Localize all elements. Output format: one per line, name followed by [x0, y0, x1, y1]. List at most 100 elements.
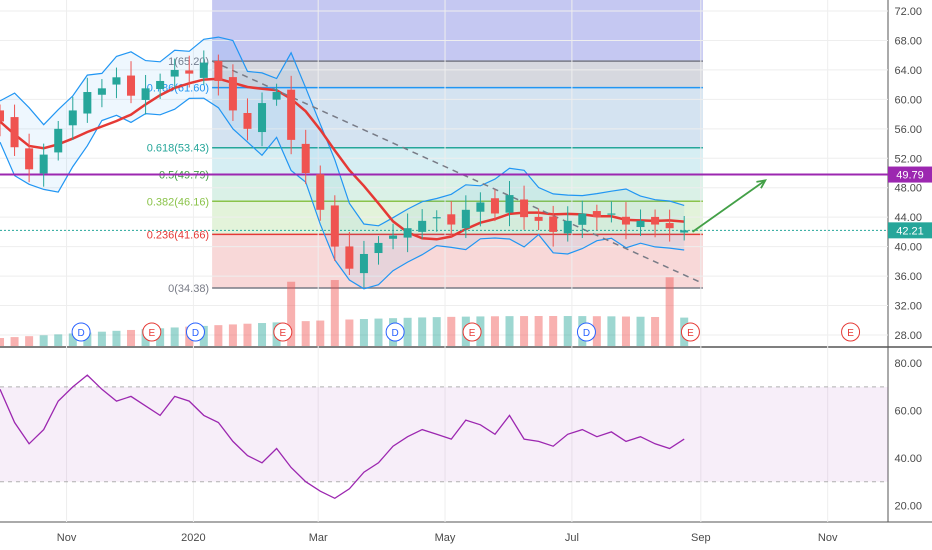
price-tick-label: 72.00 — [894, 6, 922, 18]
volume-bar — [374, 318, 383, 346]
event-marker-label: E — [148, 328, 155, 339]
rsi-pane — [0, 374, 888, 500]
candle-body — [39, 154, 48, 174]
volume-bar — [534, 316, 543, 346]
bollinger-fill — [0, 37, 685, 289]
volume-bar — [127, 329, 136, 346]
volume-bar — [665, 277, 674, 346]
candle-body — [316, 174, 325, 210]
volume-bar — [10, 337, 19, 346]
price-badge — [888, 166, 932, 183]
volume-bar — [258, 323, 267, 346]
event-marker-label: E — [687, 328, 694, 339]
bollinger-upper — [0, 36, 685, 227]
volume-bar — [214, 325, 223, 346]
volume-bar — [563, 316, 572, 346]
volume-bar — [607, 316, 616, 346]
candle-body — [301, 143, 310, 173]
event-marker-label: E — [847, 328, 854, 339]
candle-body — [0, 110, 5, 122]
event-marker-circle — [71, 322, 91, 342]
candle-body — [228, 77, 237, 111]
time-tick-label: Nov — [818, 532, 838, 544]
candle-body — [287, 89, 296, 140]
bollinger-bands — [0, 36, 685, 290]
gridlines — [0, 0, 888, 522]
candle-body — [170, 69, 179, 77]
candle-body — [141, 88, 150, 100]
candle-body — [112, 77, 121, 85]
volume-bar — [636, 316, 645, 346]
candle-body — [330, 205, 339, 247]
candle-body — [345, 246, 354, 269]
volume-bar — [621, 316, 630, 346]
event-marker-label: D — [77, 328, 84, 339]
candlesticks — [0, 50, 689, 288]
volume-bar — [112, 330, 121, 346]
candle-body — [563, 220, 572, 234]
bollinger-lower — [0, 97, 685, 290]
candle-body — [127, 75, 136, 96]
rsi-tick-label: 80.00 — [894, 358, 922, 370]
volume-bar — [54, 334, 63, 346]
candle-body — [418, 220, 427, 232]
rsi-tick-label: 40.00 — [894, 453, 922, 465]
price-badge — [888, 222, 932, 239]
volume-bar — [68, 333, 77, 346]
candle-body — [25, 148, 34, 170]
volume-bar — [418, 317, 427, 346]
volume-bar — [228, 324, 237, 346]
candle-body — [83, 92, 92, 114]
candle-body — [10, 117, 19, 148]
price-badge-label: 49.79 — [896, 170, 924, 182]
candle-body — [680, 230, 689, 233]
candle-body — [199, 62, 208, 78]
price-tick-label: 28.00 — [894, 330, 922, 342]
candle-body — [272, 92, 281, 100]
volume-bar — [592, 316, 601, 346]
time-tick-label: May — [435, 532, 456, 544]
time-tick-label: Sep — [691, 532, 711, 544]
candle-body — [476, 202, 485, 212]
fib-zone — [212, 147, 703, 175]
volume-bar — [170, 327, 179, 346]
candle-body — [359, 253, 368, 274]
event-marker-circle — [841, 322, 861, 342]
projection-arrow-head — [756, 179, 767, 189]
volume-bar — [549, 316, 558, 346]
fib-level-label: 0.236(41.66) — [147, 229, 209, 241]
event-marker-circle — [273, 322, 293, 342]
fib-zone — [212, 234, 703, 288]
volume-bar — [447, 316, 456, 346]
event-marker-circle — [680, 322, 700, 342]
axes: 72.00 68.00 64.00 60.00 56.00 52.00 48.00 44.00… — [57, 6, 932, 544]
event-marker-circle — [142, 322, 162, 342]
price-tick-label: 68.00 — [894, 35, 922, 47]
rsi-tick-label: 20.00 — [894, 500, 922, 512]
price-tick-label: 44.00 — [894, 212, 922, 224]
price-tick-label: 60.00 — [894, 94, 922, 106]
volume-bar — [359, 319, 368, 346]
event-marker-circle — [462, 322, 482, 342]
price-tick-label: 36.00 — [894, 271, 922, 283]
volume-bar — [243, 323, 252, 346]
fib-level-label: 0.618(53.43) — [147, 143, 209, 155]
projection-arrow — [691, 179, 766, 233]
price-tick-label: 64.00 — [894, 65, 922, 77]
volume-bar — [490, 316, 499, 346]
candle-body — [636, 220, 645, 228]
fib-extension-zone — [212, 0, 703, 62]
event-marker-label: D — [583, 328, 590, 339]
volume-bar — [345, 319, 354, 346]
volume-bar — [39, 335, 48, 346]
candle-body — [185, 70, 194, 74]
candle-body — [214, 60, 223, 81]
candle-body — [374, 242, 383, 254]
volume-bar — [651, 316, 660, 346]
event-marker-circle — [576, 322, 596, 342]
volume-bar — [330, 280, 339, 346]
candle-body — [651, 216, 660, 225]
volume-bar — [432, 317, 441, 346]
